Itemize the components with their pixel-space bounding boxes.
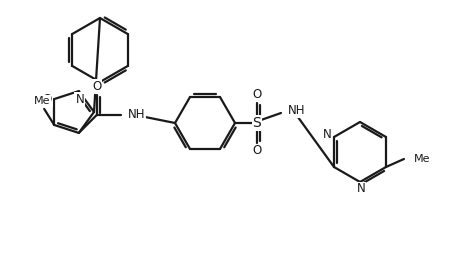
Text: O: O <box>92 80 101 93</box>
Text: O: O <box>252 145 261 158</box>
Text: N: N <box>75 93 84 106</box>
Text: O: O <box>42 93 52 106</box>
Text: N: N <box>322 128 331 141</box>
Text: S: S <box>252 116 261 130</box>
Text: NH: NH <box>127 108 145 121</box>
Text: NH: NH <box>288 105 305 118</box>
Text: N: N <box>356 183 364 196</box>
Text: O: O <box>252 88 261 101</box>
Text: Me: Me <box>34 96 51 106</box>
Text: Me: Me <box>413 154 430 164</box>
